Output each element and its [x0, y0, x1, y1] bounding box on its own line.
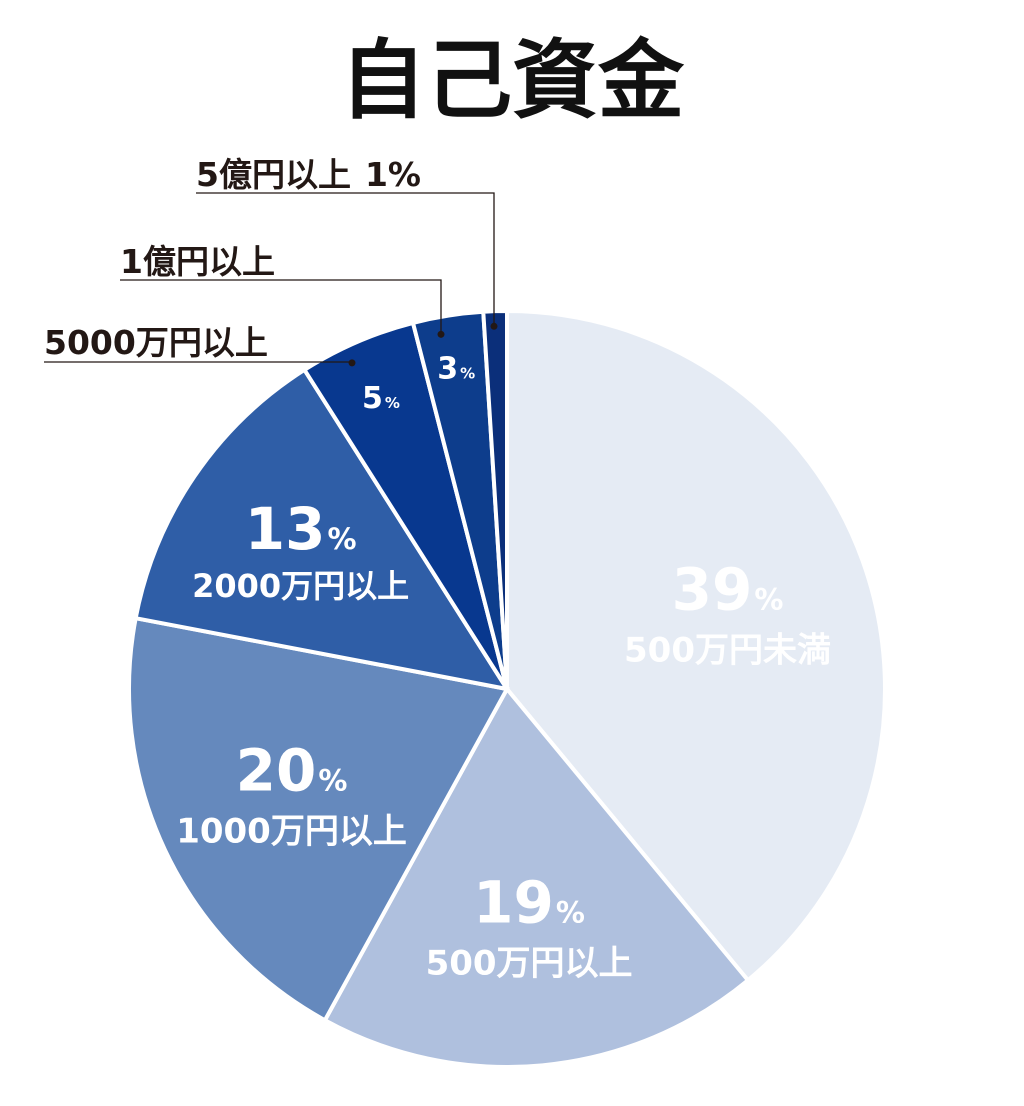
slice-1-category-label: 500万円未満 [624, 631, 831, 671]
slice-6-category-label: 1億円以上 [120, 242, 275, 281]
slice-6-leader-dot [437, 330, 445, 338]
slice-5-leader-line [44, 361, 353, 363]
slice-4-value-label: 13% [245, 495, 357, 563]
slice-6-value-label: 3% [437, 351, 475, 386]
slice-2-category-label: 500万円以上 [426, 943, 633, 983]
slice-7-value-label: 1% [365, 155, 421, 194]
slice-7-category-label: 5億円以上 1% [196, 155, 421, 194]
slice-4-category-label: 2000万円以上 [192, 567, 409, 605]
slice-4-wedge [133, 367, 512, 692]
slice-5-leader-dot [348, 359, 356, 367]
slice-1-wedge [505, 308, 887, 984]
slice-2-value-label: 19% [473, 868, 585, 936]
slice-3-value-label: 20% [236, 736, 348, 804]
slice-7-leader-dot [490, 322, 498, 330]
slice-7-wedge [481, 308, 509, 690]
slice-5-category-label: 5000万円以上 [44, 323, 268, 362]
slice-3-category-label: 1000万円以上 [176, 811, 407, 851]
chart-title: 自己資金 [340, 31, 685, 131]
slice-2-wedge [322, 685, 751, 1069]
slice-7-leader-line [196, 192, 495, 327]
slice-6-leader-line [120, 279, 442, 335]
slice-5-value-label: 5% [362, 381, 400, 416]
slice-1-value-label: 39% [672, 556, 784, 624]
slice-3-wedge [127, 615, 511, 1023]
